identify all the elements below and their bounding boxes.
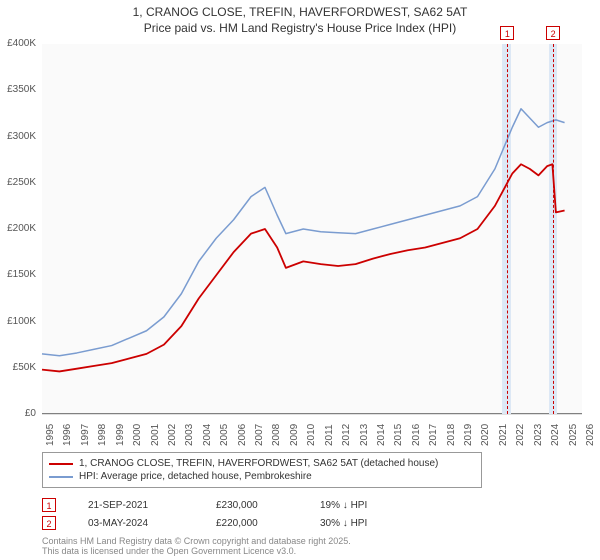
y-tick-label: £200K (0, 223, 40, 234)
marker-swatch-2: 2 (42, 516, 56, 530)
x-tick-label: 2006 (237, 424, 248, 446)
y-tick-label: £400K (0, 38, 40, 49)
x-tick-label: 2008 (271, 424, 282, 446)
x-tick-label: 1999 (115, 424, 126, 446)
marker-flag: 1 (500, 26, 514, 40)
x-tick-label: 2013 (359, 424, 370, 446)
x-tick-label: 1997 (80, 424, 91, 446)
x-tick-label: 2026 (585, 424, 596, 446)
x-tick-label: 1998 (97, 424, 108, 446)
x-tick-label: 2021 (498, 424, 509, 446)
x-tick-label: 1995 (45, 424, 56, 446)
marker-swatch-1: 1 (42, 498, 56, 512)
x-tick-label: 2017 (428, 424, 439, 446)
marker-hpi-1: 19% ↓ HPI (320, 500, 410, 511)
marker-row-2: 2 03-MAY-2024 £220,000 30% ↓ HPI (42, 514, 410, 532)
x-tick-label: 1996 (62, 424, 73, 446)
x-tick-label: 2005 (219, 424, 230, 446)
attribution-footer: Contains HM Land Registry data © Crown c… (42, 536, 351, 557)
footer-line-2: This data is licensed under the Open Gov… (42, 546, 351, 556)
x-tick-label: 2025 (568, 424, 579, 446)
x-tick-label: 2010 (306, 424, 317, 446)
x-tick-label: 2016 (411, 424, 422, 446)
x-tick-label: 2002 (167, 424, 178, 446)
x-tick-label: 2015 (393, 424, 404, 446)
x-tick-label: 2009 (289, 424, 300, 446)
legend-label-hpi: HPI: Average price, detached house, Pemb… (79, 471, 312, 482)
x-tick-label: 2007 (254, 424, 265, 446)
y-tick-label: £0 (0, 408, 40, 419)
x-tick-label: 2023 (533, 424, 544, 446)
marker-flag: 2 (546, 26, 560, 40)
x-tick-label: 2018 (446, 424, 457, 446)
y-tick-label: £250K (0, 177, 40, 188)
marker-hpi-2: 30% ↓ HPI (320, 518, 410, 529)
x-tick-label: 2001 (150, 424, 161, 446)
chart-container: { "title": { "line1": "1, CRANOG CLOSE, … (0, 0, 600, 560)
legend-item-price-paid: 1, CRANOG CLOSE, TREFIN, HAVERFORDWEST, … (49, 457, 475, 470)
legend-label-price-paid: 1, CRANOG CLOSE, TREFIN, HAVERFORDWEST, … (79, 458, 438, 469)
x-tick-label: 2004 (202, 424, 213, 446)
legend: 1, CRANOG CLOSE, TREFIN, HAVERFORDWEST, … (42, 452, 482, 488)
marker-price-2: £220,000 (216, 518, 288, 529)
line-series (42, 44, 582, 414)
x-tick-label: 2014 (376, 424, 387, 446)
marker-price-1: £230,000 (216, 500, 288, 511)
footer-line-1: Contains HM Land Registry data © Crown c… (42, 536, 351, 546)
x-tick-label: 2022 (515, 424, 526, 446)
y-tick-label: £100K (0, 316, 40, 327)
marker-row-1: 1 21-SEP-2021 £230,000 19% ↓ HPI (42, 496, 410, 514)
x-tick-label: 2019 (463, 424, 474, 446)
y-tick-label: £350K (0, 84, 40, 95)
legend-item-hpi: HPI: Average price, detached house, Pemb… (49, 470, 475, 483)
x-tick-label: 2011 (324, 424, 335, 446)
x-tick-label: 2012 (341, 424, 352, 446)
y-tick-label: £50K (0, 362, 40, 373)
marker-date-1: 21-SEP-2021 (88, 500, 184, 511)
marker-table: 1 21-SEP-2021 £230,000 19% ↓ HPI 2 03-MA… (42, 496, 410, 532)
marker-date-2: 03-MAY-2024 (88, 518, 184, 529)
x-tick-label: 2003 (184, 424, 195, 446)
x-tick-label: 2000 (132, 424, 143, 446)
y-tick-label: £150K (0, 269, 40, 280)
legend-swatch-hpi (49, 476, 73, 478)
legend-swatch-price-paid (49, 463, 73, 465)
plot-area: 12 (42, 44, 582, 414)
title-line-1: 1, CRANOG CLOSE, TREFIN, HAVERFORDWEST, … (0, 4, 600, 20)
x-tick-label: 2024 (550, 424, 561, 446)
y-tick-label: £300K (0, 131, 40, 142)
x-tick-label: 2020 (480, 424, 491, 446)
